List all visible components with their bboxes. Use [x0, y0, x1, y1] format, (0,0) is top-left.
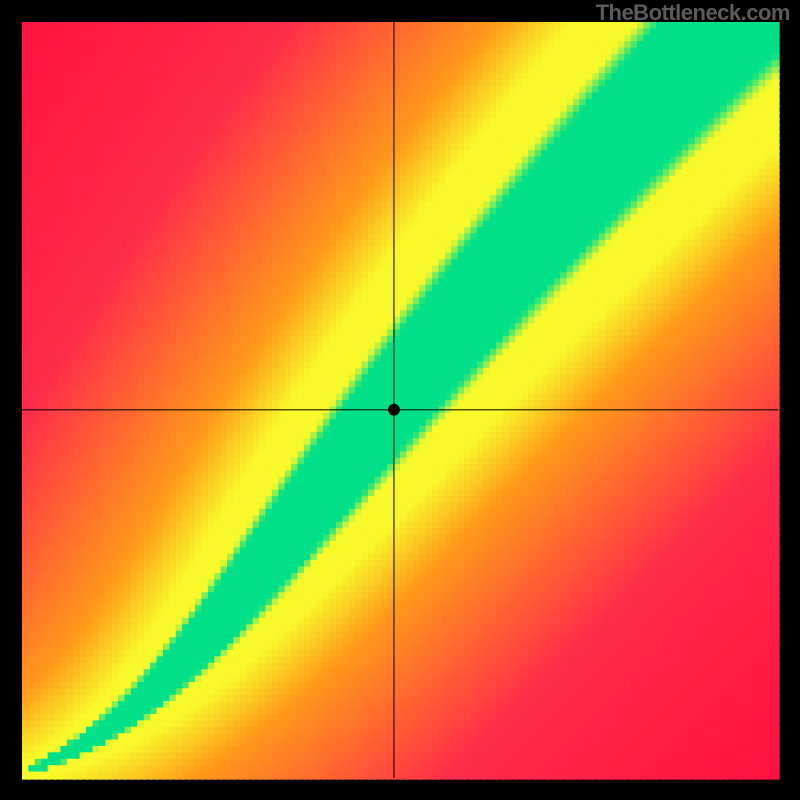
source-credit: TheBottleneck.com — [596, 0, 790, 26]
bottleneck-heatmap — [0, 0, 800, 800]
chart-container: TheBottleneck.com — [0, 0, 800, 800]
